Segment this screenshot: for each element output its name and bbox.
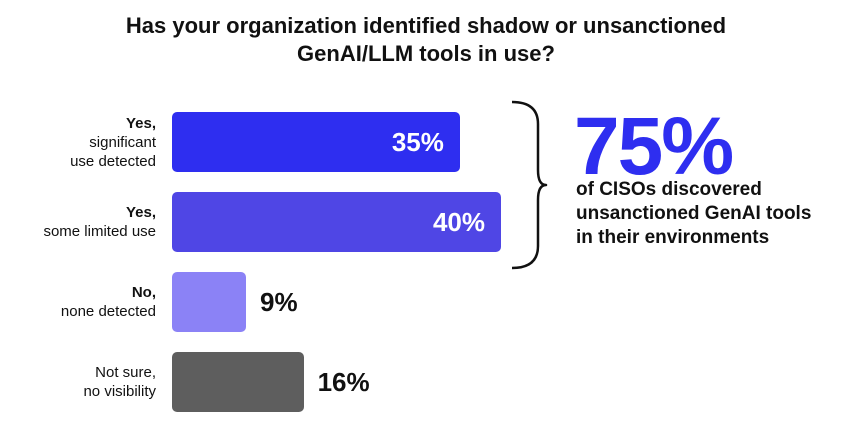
callout-caption-line-1: of CISOs discovered [576,179,762,200]
category-label-1: Yes, significant use detected [0,114,156,171]
category-label-line: Not sure, [95,364,156,381]
category-label-2: Yes, some limited use [0,203,156,241]
category-label-line: use detected [70,152,156,170]
bar-value-label-2: 40% [432,207,485,237]
category-label-line: none detected [60,303,156,320]
category-label-3: No, none detected [0,283,156,321]
category-label-line: some limited use [43,223,156,240]
category-label-line: significant [89,133,156,151]
callout-caption-line-2: unsanctioned GenAI tools [576,203,812,224]
category-label-line: no visibility [83,383,156,400]
bar-1 [172,112,460,172]
chart-title-line-2: GenAI/LLM tools in use? [297,41,555,66]
callout-big-value: 75% [574,101,734,192]
category-label-strong: Yes, [125,114,156,132]
bar-value-label-4: 16% [317,367,370,397]
chart-title-line-1: Has your organization identified shadow … [125,13,727,38]
category-label-strong: No, [131,284,156,301]
callout-caption-line-3: in their environments [576,227,770,248]
bar-4 [172,352,304,412]
category-label-4: Not sure, no visibility [0,363,156,401]
bar-value-label-3: 9% [260,287,298,317]
bar-2 [172,192,501,252]
category-label-strong: Yes, [125,204,156,221]
bar-value-label-1: 35% [391,127,444,157]
bar-3 [172,272,247,332]
chart-title: Has your organization identified shadow … [0,12,852,68]
callout-caption: of CISOs discovered unsanctioned GenAI t… [576,178,836,250]
callout-brace [511,100,548,270]
